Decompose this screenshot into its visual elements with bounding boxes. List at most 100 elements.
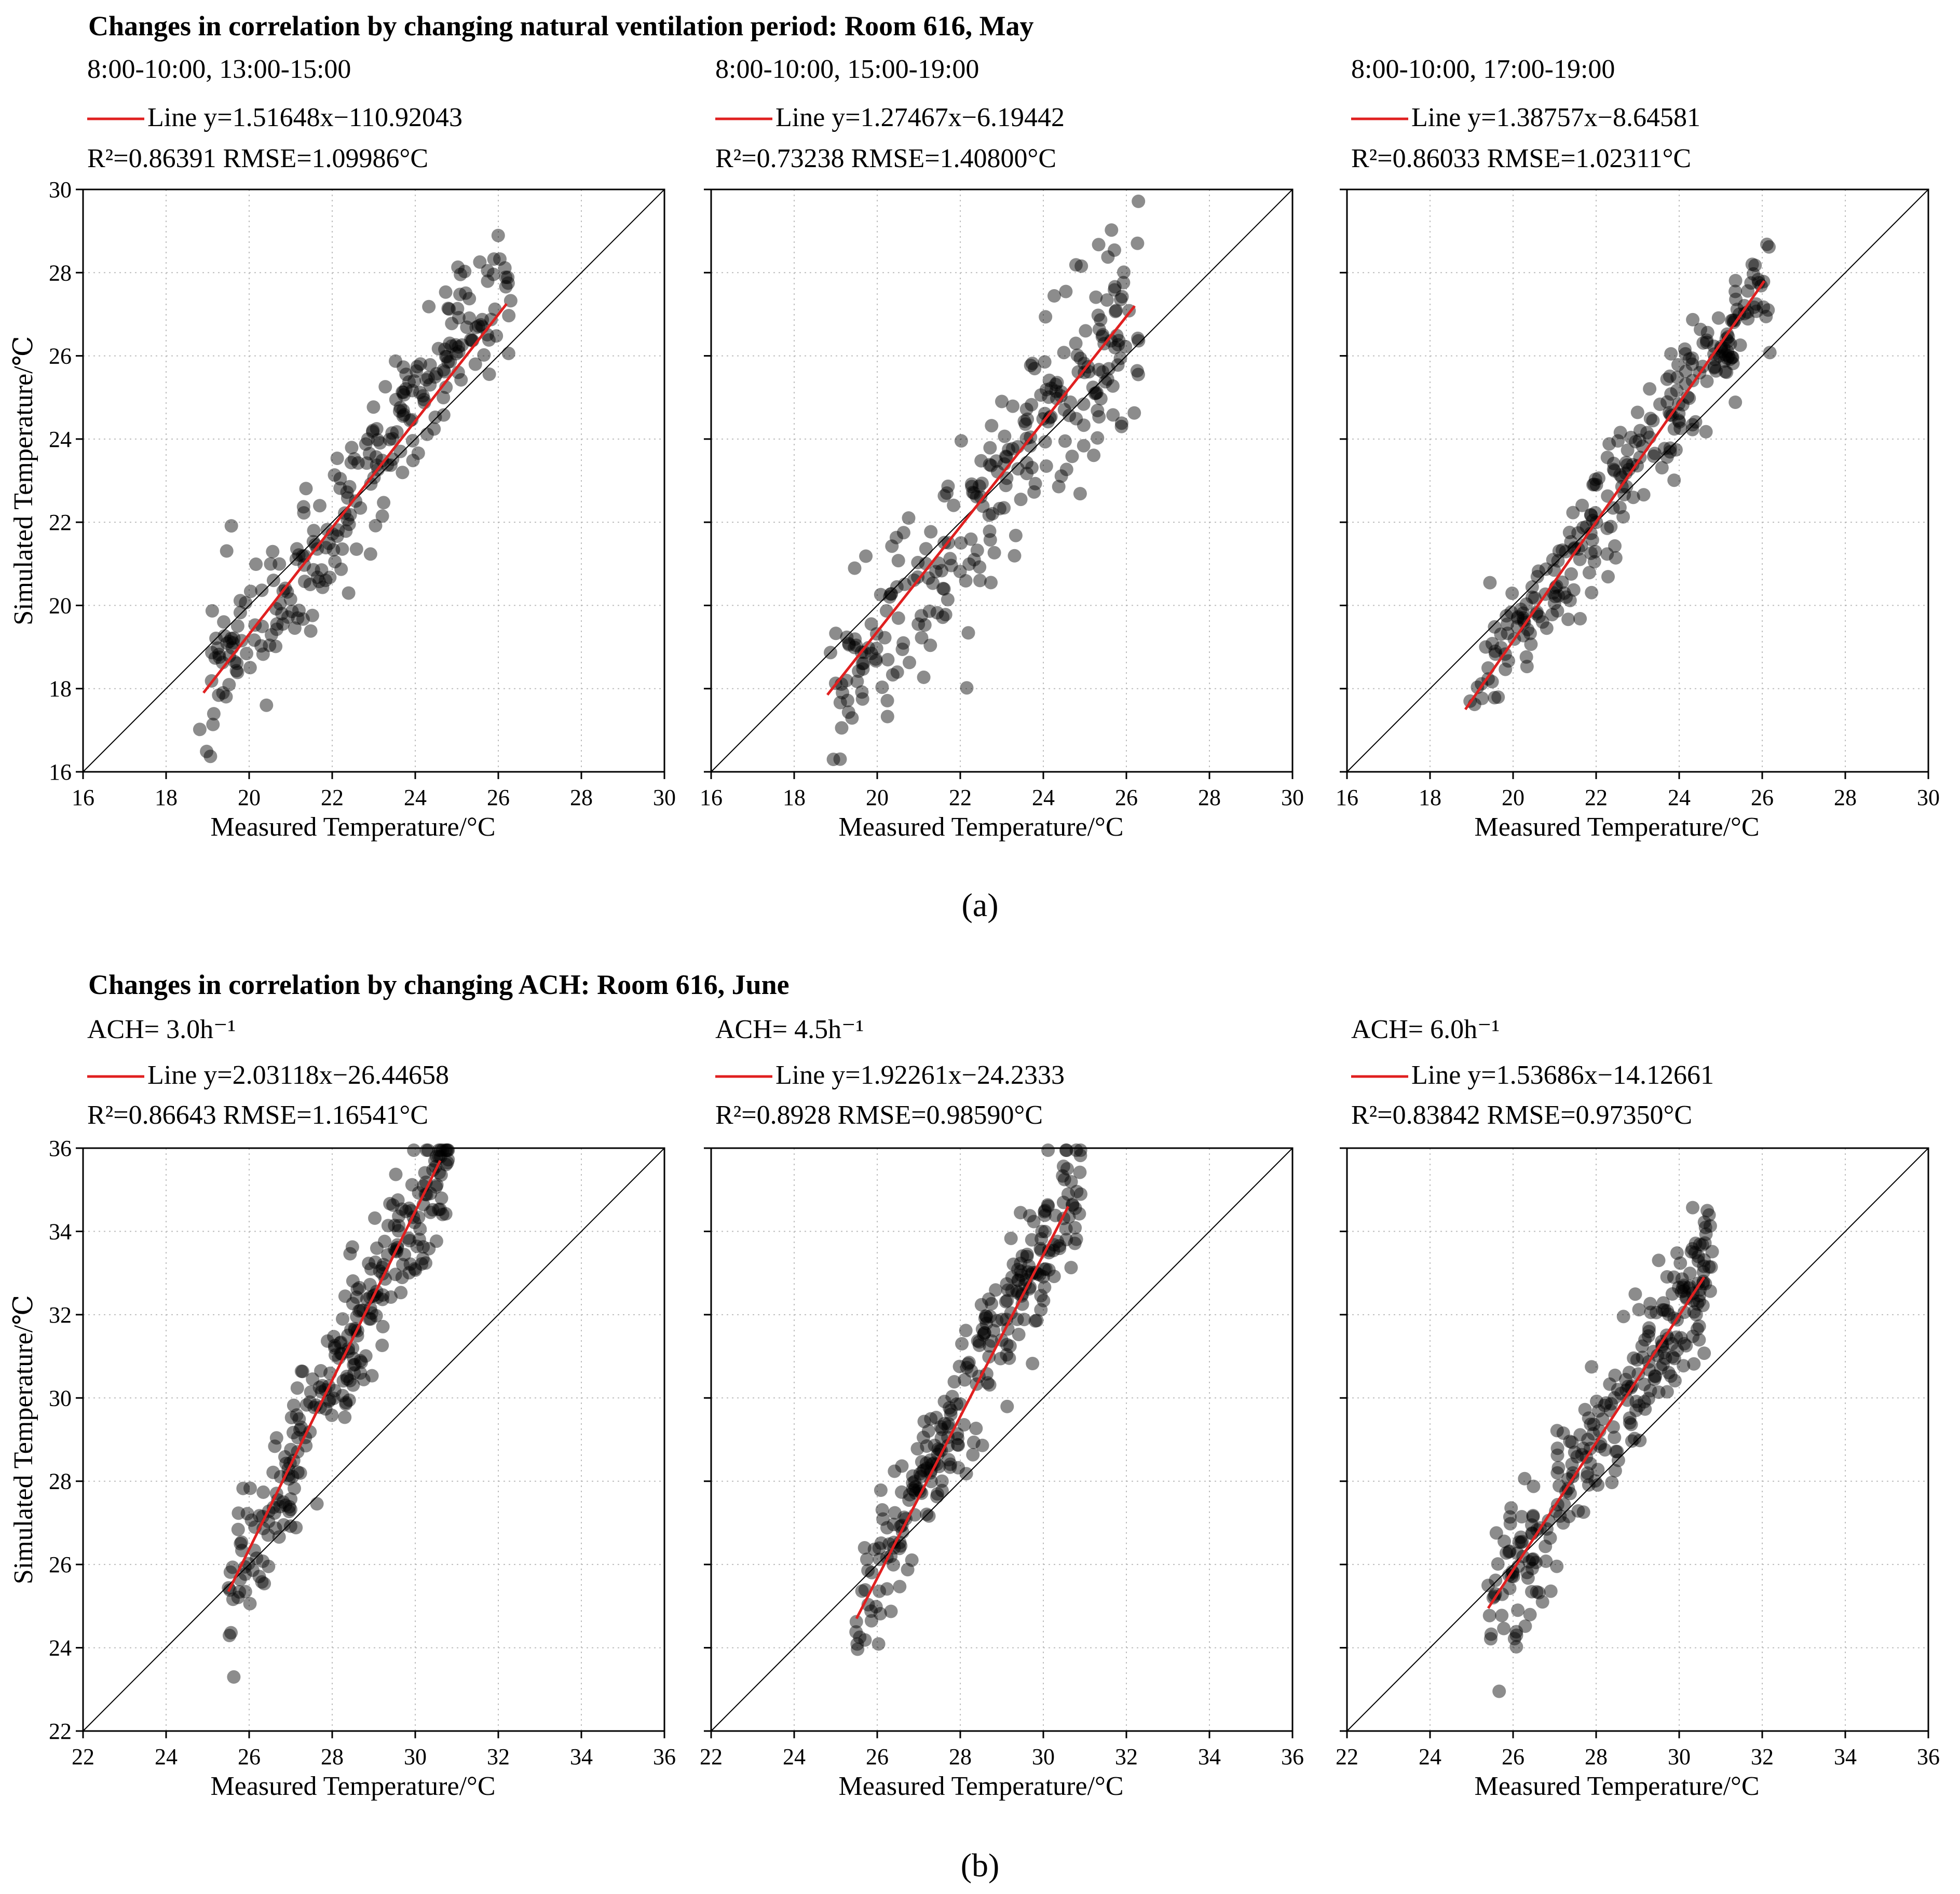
data-point [397,408,411,421]
data-point [1733,338,1747,352]
data-point [1035,1232,1049,1246]
data-point [355,1355,369,1369]
data-point [1073,487,1087,501]
data-point [231,1590,245,1604]
fit-line [227,1160,442,1592]
data-point [1059,1222,1073,1236]
data-point [1584,508,1598,522]
data-point [1665,1337,1679,1351]
data-point [1044,381,1058,395]
data-point [417,392,431,406]
data-point [1071,365,1085,379]
data-point [377,496,391,510]
data-point [1690,1322,1704,1336]
data-point [430,367,444,380]
section-a-title: Changes in correlation by changing natur… [88,10,1034,42]
data-point [1070,1184,1084,1198]
data-point [1656,1303,1670,1317]
data-point [1762,240,1776,254]
data-point [473,255,487,269]
data-point [386,432,400,446]
data-point [350,1282,364,1296]
data-point [984,459,998,472]
data-point [875,680,889,694]
y-tick-label: 16 [49,759,72,785]
data-point [438,365,452,379]
data-point [1525,1561,1539,1575]
data-point [402,1201,416,1215]
data-point [419,373,433,387]
data-point [411,446,425,460]
data-point [430,1178,444,1192]
data-point [273,1500,287,1514]
data-point [1065,449,1079,464]
data-point [1565,1457,1579,1471]
data-point [929,1411,943,1424]
data-point [1623,1411,1637,1425]
data-point [1550,1441,1564,1455]
data-point [1111,338,1125,352]
data-point [438,342,452,356]
data-point [1665,1287,1679,1301]
data-point [981,1376,995,1390]
data-point [973,574,987,588]
data-point [321,1334,334,1348]
data-point [208,651,222,665]
data-point [908,1475,922,1489]
data-point [1528,591,1542,605]
data-point [348,1357,362,1371]
data-point [501,270,515,284]
data-point [1488,691,1502,705]
data-point [959,1324,973,1338]
data-point [1747,300,1761,314]
data-point [926,576,940,590]
data-point [329,1348,342,1362]
data-point [982,508,996,522]
x-axis-title: Measured Temperature/°C [839,812,1124,842]
data-point [451,260,465,274]
data-point [833,752,847,766]
data-point [865,1565,879,1579]
data-point [1677,1278,1691,1292]
data-point [924,525,938,539]
data-point [1644,1305,1658,1319]
data-point [346,1378,360,1392]
data-point [421,1143,435,1157]
fit-line [1464,280,1766,711]
data-point [895,1459,909,1473]
data-point [1661,1331,1675,1345]
data-point [1749,304,1763,318]
data-point [1526,1552,1540,1566]
data-point [886,668,900,682]
data-point [1059,284,1073,298]
data-point [1491,1557,1505,1571]
data-point [997,501,1011,515]
data-point [395,1202,409,1216]
data-point [1586,1427,1600,1441]
data-point [212,650,226,664]
data-point [1095,330,1109,344]
data-point [279,1498,293,1512]
data-point [437,363,451,377]
data-point [395,1271,409,1285]
data-point [1747,267,1760,281]
data-point [408,1262,422,1276]
data-point [993,1352,1008,1366]
data-point [441,1153,455,1167]
data-point [995,394,1009,408]
x-tick-label: 30 [404,1744,427,1769]
data-point [410,364,424,378]
data-point [941,593,955,607]
data-point [1131,331,1145,345]
data-point [1745,257,1759,271]
data-point [1511,610,1525,624]
data-point [1668,1374,1682,1388]
data-point [857,1541,872,1555]
data-point [1514,1535,1528,1549]
data-point [1721,344,1735,358]
data-point [423,358,437,372]
data-point [1682,1281,1696,1295]
data-point [1094,392,1108,406]
data-point [945,1389,959,1404]
data-point [328,468,342,482]
